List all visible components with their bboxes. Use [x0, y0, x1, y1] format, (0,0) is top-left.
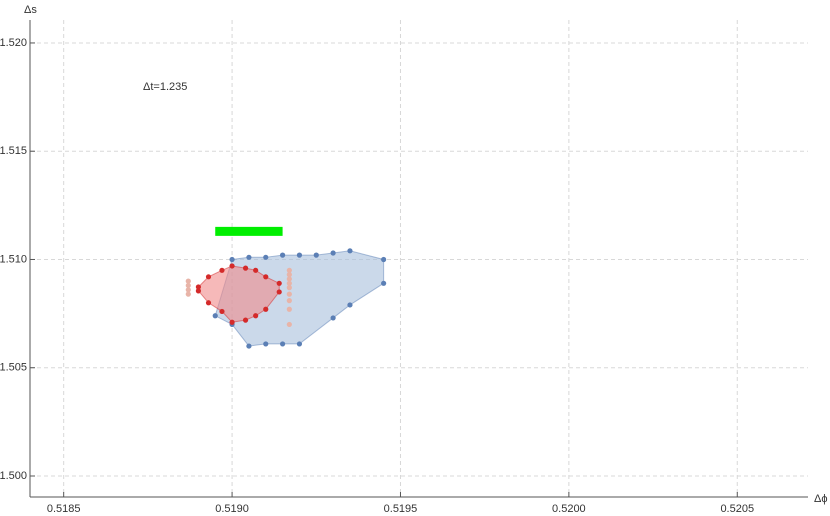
point — [286, 306, 292, 312]
point — [229, 319, 235, 325]
point — [381, 256, 387, 263]
point — [286, 276, 292, 282]
x-axis-label: Δϕ — [814, 493, 828, 505]
annotation: Δt=1.235 — [143, 81, 187, 93]
point — [246, 343, 252, 349]
point — [195, 284, 201, 290]
point — [212, 313, 218, 319]
point — [330, 315, 336, 321]
point — [276, 289, 282, 295]
point — [185, 287, 191, 293]
point — [286, 272, 292, 278]
point — [286, 321, 292, 328]
point — [205, 274, 212, 280]
y-tick-label: 1.500 — [0, 470, 27, 482]
point — [229, 256, 235, 263]
x-tick-label: 0.5200 — [552, 503, 586, 515]
point — [330, 250, 336, 256]
point — [205, 300, 212, 306]
point — [286, 285, 292, 291]
point — [242, 317, 249, 323]
point — [279, 341, 286, 347]
y-tick-label: 1.510 — [0, 253, 27, 265]
x-tick-label: 0.5195 — [384, 503, 418, 515]
point — [263, 341, 269, 347]
point — [286, 291, 292, 297]
x-tick-label: 0.5205 — [720, 503, 754, 515]
point — [381, 280, 387, 286]
y-axis-label: Δs — [24, 4, 37, 16]
point — [347, 248, 353, 254]
point — [253, 313, 259, 319]
point — [185, 291, 191, 297]
point — [229, 263, 235, 269]
point — [185, 282, 191, 289]
point — [263, 274, 269, 280]
y-tick-label: 1.515 — [0, 145, 27, 157]
point — [279, 252, 286, 258]
x-tick-label: 0.5190 — [215, 503, 249, 515]
point — [286, 280, 292, 286]
point — [296, 341, 303, 347]
point — [242, 265, 249, 271]
point — [286, 267, 292, 273]
point — [276, 280, 282, 286]
point — [185, 278, 191, 284]
point — [286, 298, 292, 304]
point — [347, 302, 353, 308]
point — [296, 252, 303, 258]
point — [313, 252, 319, 258]
x-tick-label: 0.5185 — [47, 503, 81, 515]
point — [195, 288, 201, 294]
point — [263, 306, 269, 312]
y-tick-label: 1.520 — [0, 37, 27, 49]
point — [246, 254, 252, 260]
point — [253, 267, 259, 273]
point — [219, 308, 225, 315]
point — [263, 254, 269, 260]
point — [219, 267, 225, 273]
y-tick-label: 1.505 — [0, 362, 27, 374]
